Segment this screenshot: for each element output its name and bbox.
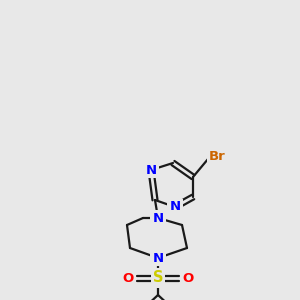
Text: O: O — [182, 272, 194, 284]
Text: O: O — [122, 272, 134, 284]
Text: N: N — [152, 251, 164, 265]
Text: N: N — [146, 164, 157, 176]
Text: N: N — [152, 212, 164, 224]
Text: S: S — [153, 271, 163, 286]
Text: Br: Br — [208, 149, 225, 163]
Text: N: N — [169, 200, 181, 214]
